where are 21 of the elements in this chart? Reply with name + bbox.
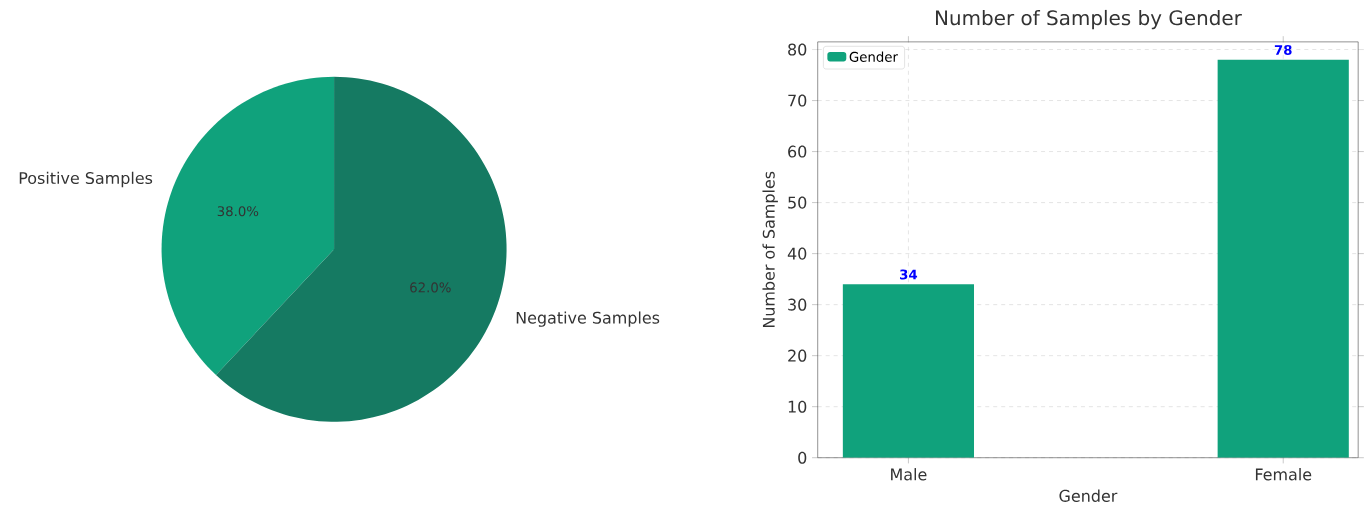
data-label: 78: [1274, 44, 1292, 55]
slice-label: Negative Samples: [516, 311, 660, 327]
data-label: 62.0%: [410, 282, 451, 293]
y-tick-label: 10: [788, 400, 807, 413]
y-tick-label: 80: [788, 43, 807, 56]
legend-label: Gender: [849, 51, 898, 62]
slice-label: Positive Samples: [19, 171, 153, 187]
y-tick-label: 40: [787, 247, 807, 260]
y-tick-label: 30: [788, 298, 807, 311]
data-label: 34: [900, 269, 918, 280]
y-axis-title: Number of Samples: [762, 171, 778, 327]
y-tick-label: 0: [798, 451, 807, 464]
y-tick-label: 20: [788, 349, 807, 362]
y-tick-label: 50: [788, 196, 807, 209]
y-tick-label: 60: [788, 145, 807, 158]
chart-title: Number of Samples by Gender: [936, 9, 1242, 30]
x-tick-label: Male: [891, 467, 927, 481]
x-axis-title: Gender: [1059, 489, 1118, 502]
x-tick-label: Female: [1255, 467, 1312, 481]
data-label: 38.0%: [217, 205, 259, 217]
y-tick-label: 70: [788, 94, 807, 107]
